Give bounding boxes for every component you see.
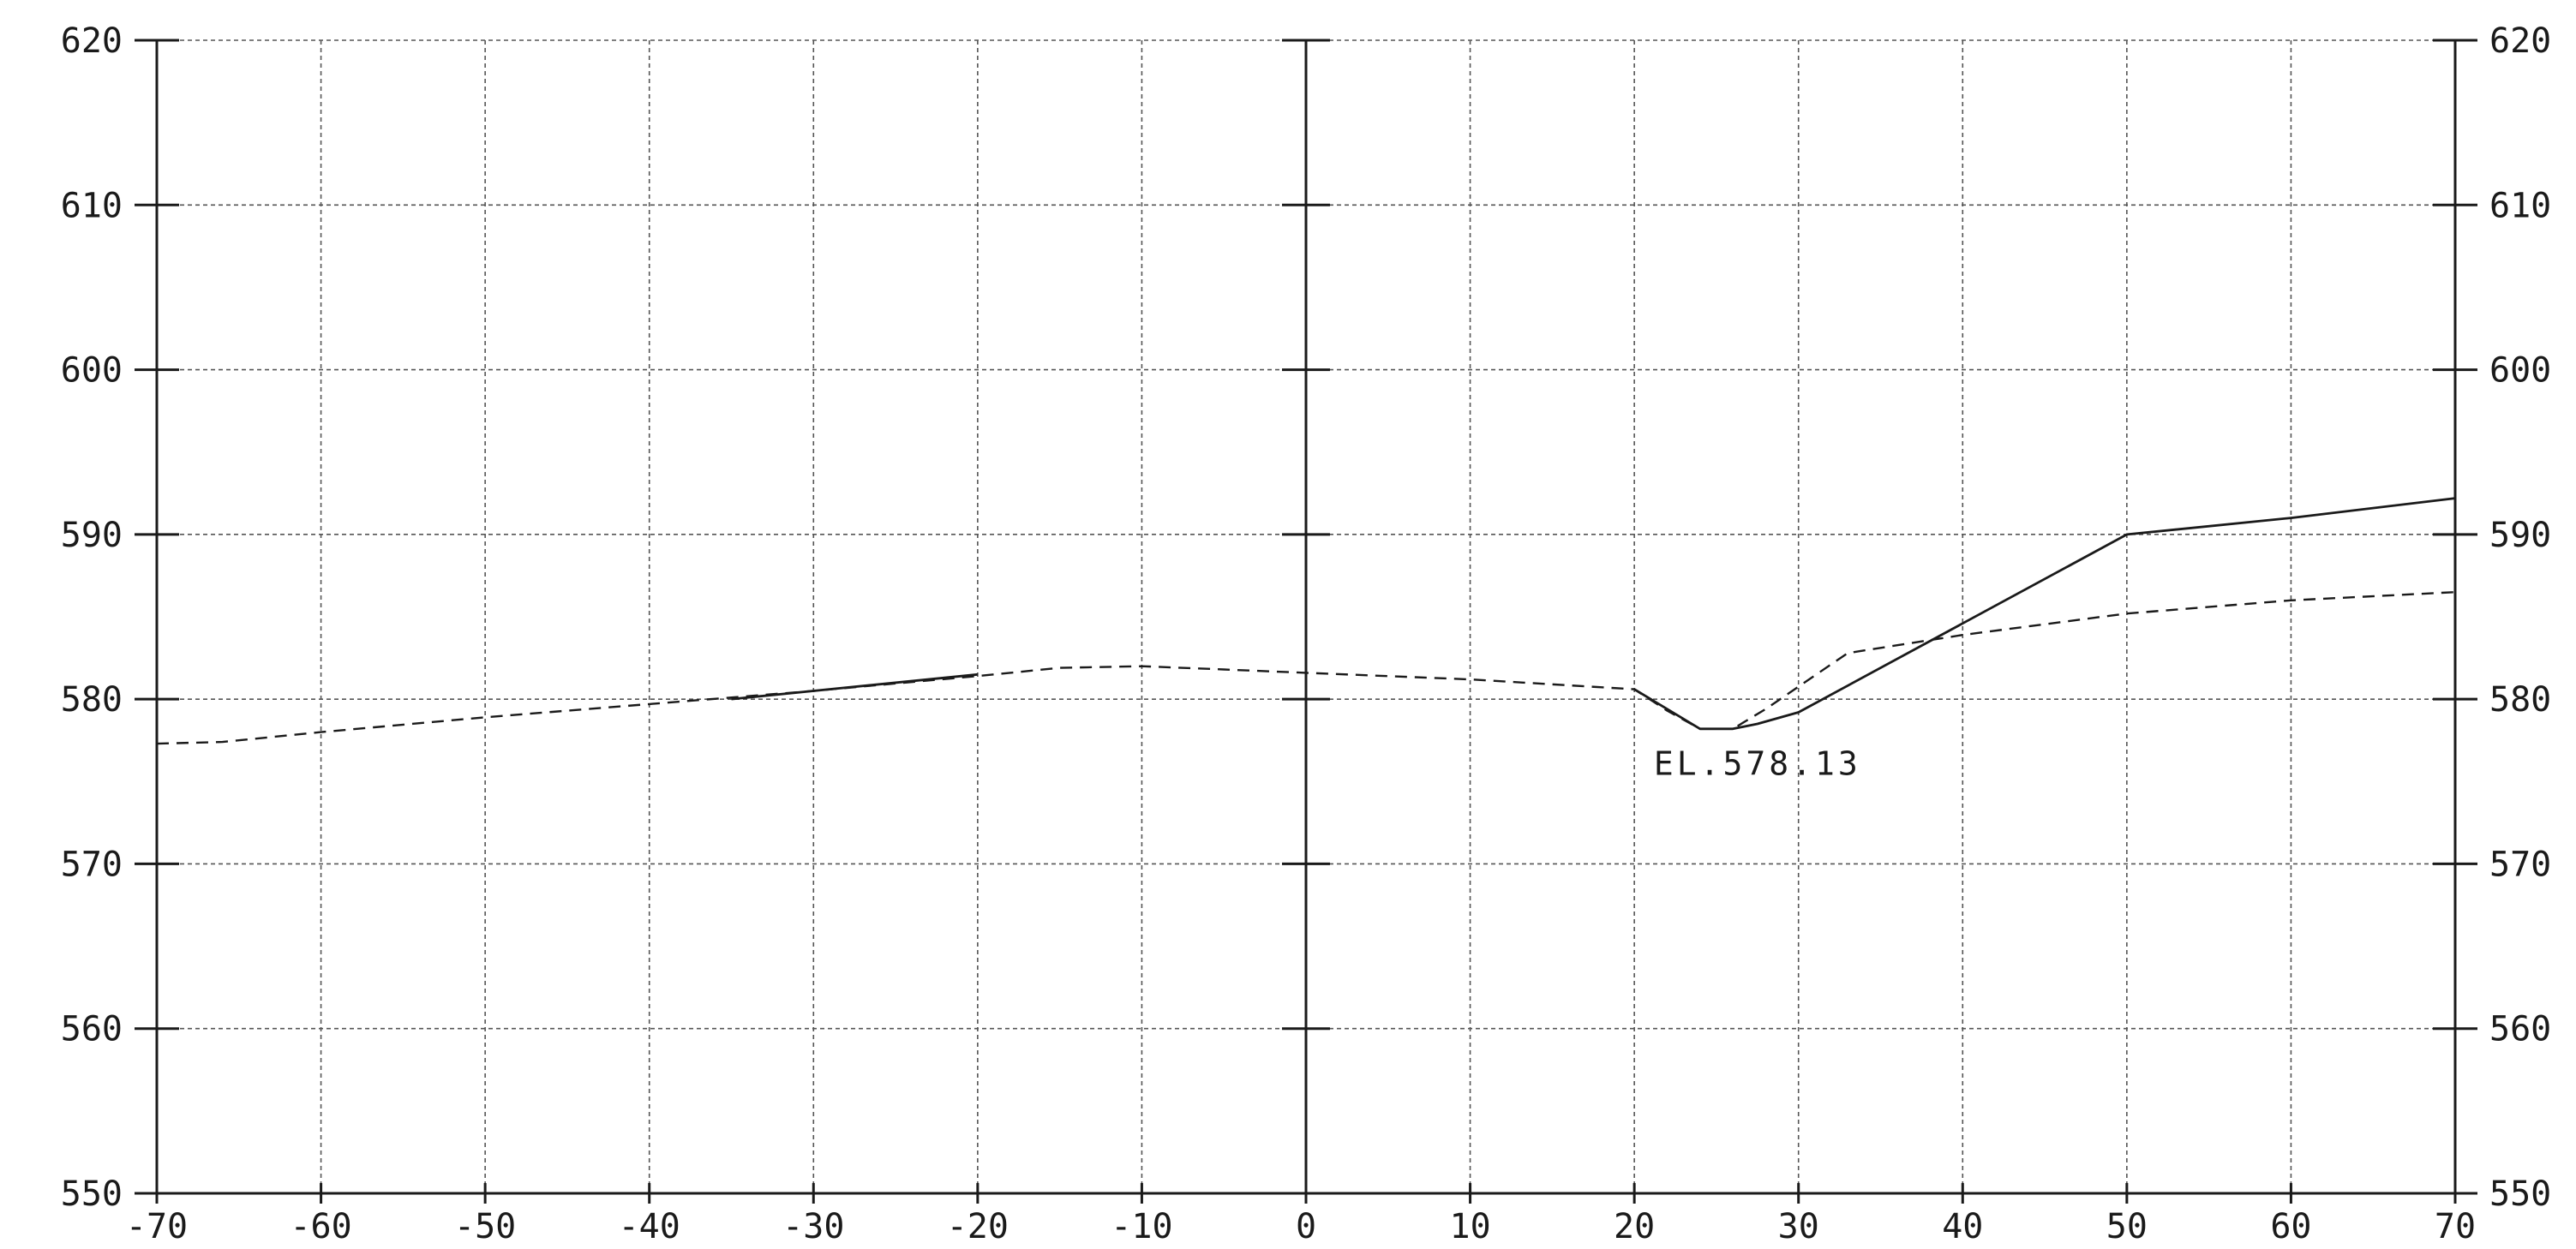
x-tick-label: -10 (1111, 1207, 1172, 1245)
y-tick-label-right: 560 (2489, 1010, 2551, 1049)
y-tick-label-left: 570 (61, 845, 123, 884)
y-tick-label-left: 620 (61, 21, 123, 61)
x-tick-label: -40 (619, 1207, 680, 1245)
x-tick-label: 0 (1296, 1207, 1316, 1245)
y-tick-label-left: 550 (61, 1174, 123, 1214)
y-tick-label-right: 600 (2489, 351, 2551, 391)
x-tick-label: -60 (290, 1207, 351, 1245)
x-tick-label: 40 (1942, 1207, 1983, 1245)
y-tick-label-right: 550 (2489, 1174, 2551, 1214)
y-tick-label-left: 590 (61, 516, 123, 555)
y-tick-label-right: 610 (2489, 186, 2551, 225)
y-tick-label-right: 620 (2489, 21, 2551, 61)
x-tick-label: 30 (1778, 1207, 1819, 1245)
y-tick-label-left: 560 (61, 1010, 123, 1049)
x-tick-label: -20 (947, 1207, 1009, 1245)
y-tick-label-left: 610 (61, 186, 123, 225)
x-tick-label: -70 (126, 1207, 188, 1245)
series-group (156, 497, 2456, 745)
proposed-profile-line (1633, 497, 2456, 731)
x-tick-label: -50 (454, 1207, 516, 1245)
y-tick-label-right: 580 (2489, 680, 2551, 720)
x-tick-label: 10 (1449, 1207, 1490, 1245)
x-tick-label: 60 (2270, 1207, 2311, 1245)
x-tick-label: 70 (2435, 1207, 2476, 1245)
y-tick-label-right: 570 (2489, 845, 2551, 884)
elevation-annotation: EL.578.13 (1654, 745, 1861, 783)
y-tick-label-left: 600 (61, 351, 123, 391)
x-tick-label: -30 (782, 1207, 844, 1245)
y-tick-label-left: 580 (61, 680, 123, 720)
y-tick-label-right: 590 (2489, 516, 2551, 555)
axes (135, 39, 2477, 1204)
x-tick-label: 50 (2106, 1207, 2148, 1245)
proposed-profile-line (731, 672, 979, 701)
x-tick-label: 20 (1614, 1207, 1655, 1245)
